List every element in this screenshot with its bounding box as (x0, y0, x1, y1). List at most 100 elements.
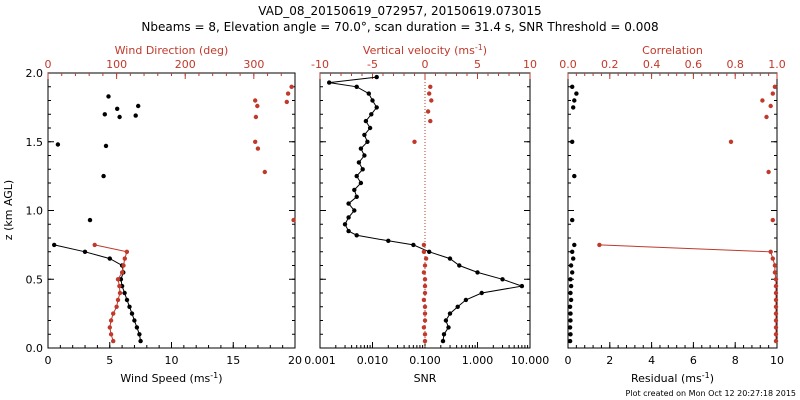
x-tick-label: 6 (690, 354, 697, 367)
data-point (411, 242, 416, 248)
top-axis-label: Correlation (642, 44, 703, 57)
series-line (329, 76, 524, 342)
data-point (425, 109, 431, 114)
data-point (115, 297, 121, 303)
data-point (764, 114, 769, 120)
x-tick-label: 4 (648, 354, 655, 367)
series-line (599, 244, 777, 342)
data-point (106, 94, 111, 99)
x-tick-label: 1.000 (462, 354, 494, 367)
data-point (423, 256, 429, 261)
data-point (136, 103, 141, 109)
data-point (455, 304, 460, 309)
data-point (422, 318, 428, 323)
data-point (255, 103, 260, 109)
data-point (441, 332, 447, 337)
data-point (773, 318, 779, 323)
data-point (568, 290, 573, 296)
data-point (127, 304, 132, 309)
data-point (284, 99, 289, 105)
top-tick-label: 0 (45, 58, 52, 71)
data-point (443, 318, 449, 323)
data-point (358, 180, 364, 186)
data-point (354, 84, 359, 90)
data-point (519, 283, 525, 289)
data-point (138, 338, 143, 344)
correlation-panel: 0 2 4 6 8 10 Residual (ms-1) 0.0 0.2 0.4 0.6 0.8 1.0… (559, 44, 786, 385)
data-point (728, 139, 734, 144)
data-point (572, 242, 577, 248)
data-point (117, 283, 122, 289)
data-point (253, 98, 258, 103)
data-point (346, 228, 351, 234)
data-point (422, 283, 428, 289)
data-point (770, 217, 775, 223)
top-axis-label: Wind Direction (deg) (115, 44, 229, 57)
top-tick-label: 100 (106, 58, 127, 71)
data-point (87, 217, 93, 223)
y-tick-label: 0.0 (26, 342, 44, 355)
data-point (133, 113, 138, 118)
data-point (766, 169, 771, 175)
data-point (773, 332, 779, 337)
data-point (358, 146, 364, 151)
figure-title-line1: VAD_08_20150619_072957, 20150619.073015 (258, 4, 541, 18)
data-point (366, 91, 371, 96)
data-point (253, 114, 259, 120)
data-point (571, 105, 576, 110)
data-point (111, 311, 116, 316)
top-tick-label: 5 (474, 58, 481, 71)
data-point (773, 325, 779, 330)
data-point (132, 318, 137, 323)
bottom-axis-label: Residual (ms-1) (631, 371, 714, 385)
data-point (770, 256, 775, 261)
data-point (124, 249, 130, 254)
data-point (114, 304, 119, 309)
data-point (447, 311, 453, 316)
data-point (568, 297, 574, 303)
data-point (101, 173, 106, 179)
data-point (354, 194, 359, 199)
data-point (342, 222, 348, 227)
data-point (772, 263, 778, 268)
data-point (568, 332, 573, 337)
data-point (108, 332, 114, 337)
data-point (570, 139, 575, 144)
data-point (772, 270, 778, 275)
data-point (463, 297, 469, 303)
data-point (115, 277, 121, 282)
data-point (770, 91, 775, 96)
data-point (421, 270, 427, 275)
data-point (570, 217, 575, 223)
data-point (427, 249, 432, 254)
data-point (412, 139, 417, 144)
data-point (363, 118, 369, 124)
data-point (360, 167, 365, 172)
series-line (54, 244, 142, 342)
figure-title-line2: Nbeams = 8, Elevation angle = 70.0°, sca… (141, 20, 658, 34)
data-point (262, 169, 267, 175)
data-point (428, 118, 433, 124)
data-point (108, 318, 114, 323)
data-point (422, 277, 428, 282)
data-point (421, 242, 427, 248)
x-tick-label: 10.000 (511, 354, 550, 367)
x-tick-label: 10 (770, 354, 784, 367)
data-point (119, 270, 125, 275)
top-tick-label: 0 (422, 58, 429, 71)
data-point (255, 146, 261, 151)
data-point (137, 332, 142, 337)
top-tick-label: -10 (311, 58, 329, 71)
data-point (107, 256, 113, 261)
data-point (356, 160, 362, 165)
data-point (354, 173, 359, 179)
data-point (457, 263, 462, 268)
plot-footer: Plot created on Mon Oct 12 20:27:18 2015 (626, 389, 796, 398)
data-point (122, 256, 128, 261)
top-axis-label: Vertical velocity (ms-1) (363, 43, 487, 57)
data-point (568, 283, 574, 289)
data-point (422, 332, 428, 337)
data-point (568, 311, 573, 316)
data-point (572, 98, 577, 103)
